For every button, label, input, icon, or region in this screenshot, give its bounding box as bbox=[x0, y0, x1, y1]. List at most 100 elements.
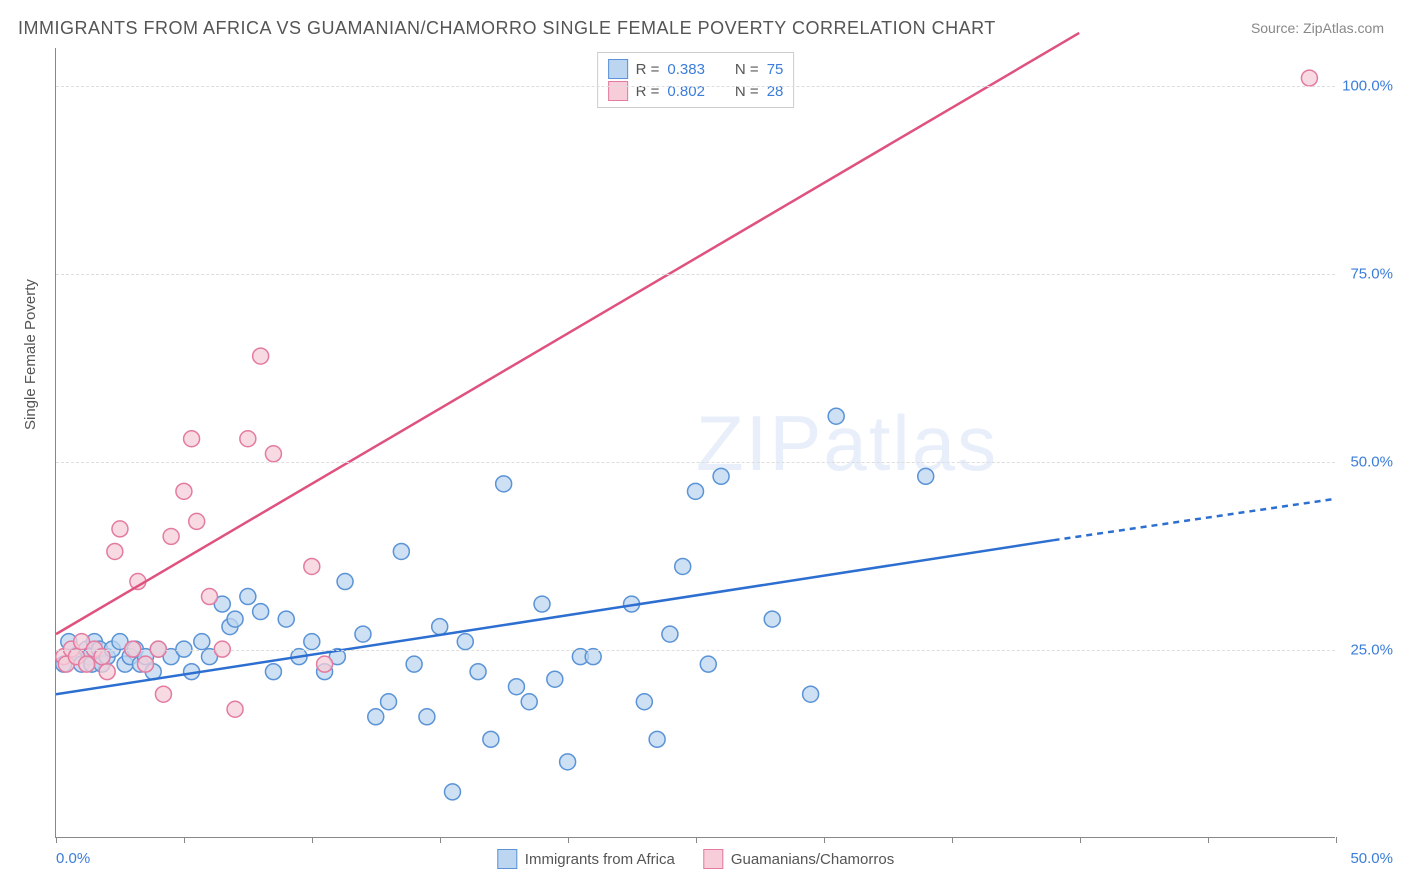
data-point bbox=[278, 611, 294, 627]
x-tick bbox=[184, 837, 185, 843]
trend-line-extrapolated bbox=[1054, 499, 1335, 540]
data-point bbox=[240, 589, 256, 605]
x-tick-label-min: 0.0% bbox=[56, 850, 90, 867]
data-point bbox=[560, 754, 576, 770]
data-point bbox=[918, 468, 934, 484]
data-point bbox=[496, 476, 512, 492]
chart-title: IMMIGRANTS FROM AFRICA VS GUAMANIAN/CHAM… bbox=[18, 18, 996, 39]
plot-area: ZIPatlas R =0.383N =75R =0.802N =28 Immi… bbox=[55, 48, 1335, 838]
data-point bbox=[201, 589, 217, 605]
data-point bbox=[240, 431, 256, 447]
legend-item: Guamanians/Chamorros bbox=[703, 849, 894, 869]
data-point bbox=[94, 649, 110, 665]
data-point bbox=[419, 709, 435, 725]
x-tick bbox=[1080, 837, 1081, 843]
y-tick-label: 75.0% bbox=[1350, 265, 1393, 282]
data-point bbox=[636, 694, 652, 710]
data-point bbox=[176, 483, 192, 499]
gridline bbox=[56, 274, 1335, 275]
data-point bbox=[368, 709, 384, 725]
data-point bbox=[700, 656, 716, 672]
series-legend: Immigrants from Africa Guamanians/Chamorr… bbox=[497, 849, 894, 869]
legend-label: Immigrants from Africa bbox=[525, 851, 675, 868]
data-point bbox=[194, 634, 210, 650]
data-point bbox=[227, 701, 243, 717]
data-point bbox=[99, 664, 115, 680]
x-tick-label-max: 50.0% bbox=[1350, 850, 1393, 867]
legend-n-value: 75 bbox=[767, 61, 784, 78]
data-point bbox=[107, 543, 123, 559]
data-point bbox=[406, 656, 422, 672]
legend-r-label: R = bbox=[636, 61, 660, 78]
data-point bbox=[662, 626, 678, 642]
data-point bbox=[381, 694, 397, 710]
trend-line bbox=[56, 33, 1079, 634]
data-point bbox=[393, 543, 409, 559]
data-point bbox=[444, 784, 460, 800]
legend-row: R = 0.383 N = 75 bbox=[608, 59, 784, 79]
data-point bbox=[265, 664, 281, 680]
data-point bbox=[547, 671, 563, 687]
data-point bbox=[163, 528, 179, 544]
legend-swatch bbox=[703, 849, 723, 869]
data-point bbox=[253, 348, 269, 364]
data-point bbox=[521, 694, 537, 710]
x-tick bbox=[440, 837, 441, 843]
data-point bbox=[534, 596, 550, 612]
legend-swatch bbox=[497, 849, 517, 869]
y-tick-label: 100.0% bbox=[1342, 77, 1393, 94]
correlation-legend: R = 0.383 N = 75 R =0.802N =28 bbox=[597, 52, 795, 108]
x-tick bbox=[56, 837, 57, 843]
data-point bbox=[304, 558, 320, 574]
source-attribution: Source: ZipAtlas.com bbox=[1251, 20, 1384, 36]
scatter-plot-svg bbox=[56, 48, 1335, 837]
data-point bbox=[227, 611, 243, 627]
data-point bbox=[189, 513, 205, 529]
data-point bbox=[138, 656, 154, 672]
data-point bbox=[483, 731, 499, 747]
data-point bbox=[457, 634, 473, 650]
x-tick bbox=[1208, 837, 1209, 843]
y-tick-label: 25.0% bbox=[1350, 641, 1393, 658]
legend-swatch bbox=[608, 59, 628, 79]
data-point bbox=[1301, 70, 1317, 86]
legend-swatch bbox=[608, 81, 628, 101]
data-point bbox=[713, 468, 729, 484]
x-tick bbox=[824, 837, 825, 843]
data-point bbox=[317, 656, 333, 672]
data-point bbox=[79, 656, 95, 672]
legend-row: R =0.802N =28 bbox=[608, 81, 784, 101]
data-point bbox=[337, 574, 353, 590]
source-link[interactable]: ZipAtlas.com bbox=[1303, 20, 1384, 36]
data-point bbox=[675, 558, 691, 574]
data-point bbox=[112, 521, 128, 537]
x-tick bbox=[312, 837, 313, 843]
legend-item: Immigrants from Africa bbox=[497, 849, 675, 869]
data-point bbox=[304, 634, 320, 650]
gridline bbox=[56, 462, 1335, 463]
gridline bbox=[56, 86, 1335, 87]
x-tick bbox=[1336, 837, 1337, 843]
data-point bbox=[265, 446, 281, 462]
data-point bbox=[803, 686, 819, 702]
legend-label: Guamanians/Chamorros bbox=[731, 851, 894, 868]
data-point bbox=[470, 664, 486, 680]
data-point bbox=[355, 626, 371, 642]
legend-r-value: 0.383 bbox=[667, 61, 705, 78]
legend-n-label: N = bbox=[735, 61, 759, 78]
data-point bbox=[508, 679, 524, 695]
y-axis-label: Single Female Poverty bbox=[22, 279, 39, 430]
x-tick bbox=[568, 837, 569, 843]
data-point bbox=[649, 731, 665, 747]
data-point bbox=[764, 611, 780, 627]
data-point bbox=[828, 408, 844, 424]
data-point bbox=[155, 686, 171, 702]
source-label: Source: bbox=[1251, 20, 1299, 36]
gridline bbox=[56, 650, 1335, 651]
x-tick bbox=[952, 837, 953, 843]
y-tick-label: 50.0% bbox=[1350, 453, 1393, 470]
data-point bbox=[585, 649, 601, 665]
x-tick bbox=[696, 837, 697, 843]
data-point bbox=[184, 431, 200, 447]
data-point bbox=[688, 483, 704, 499]
